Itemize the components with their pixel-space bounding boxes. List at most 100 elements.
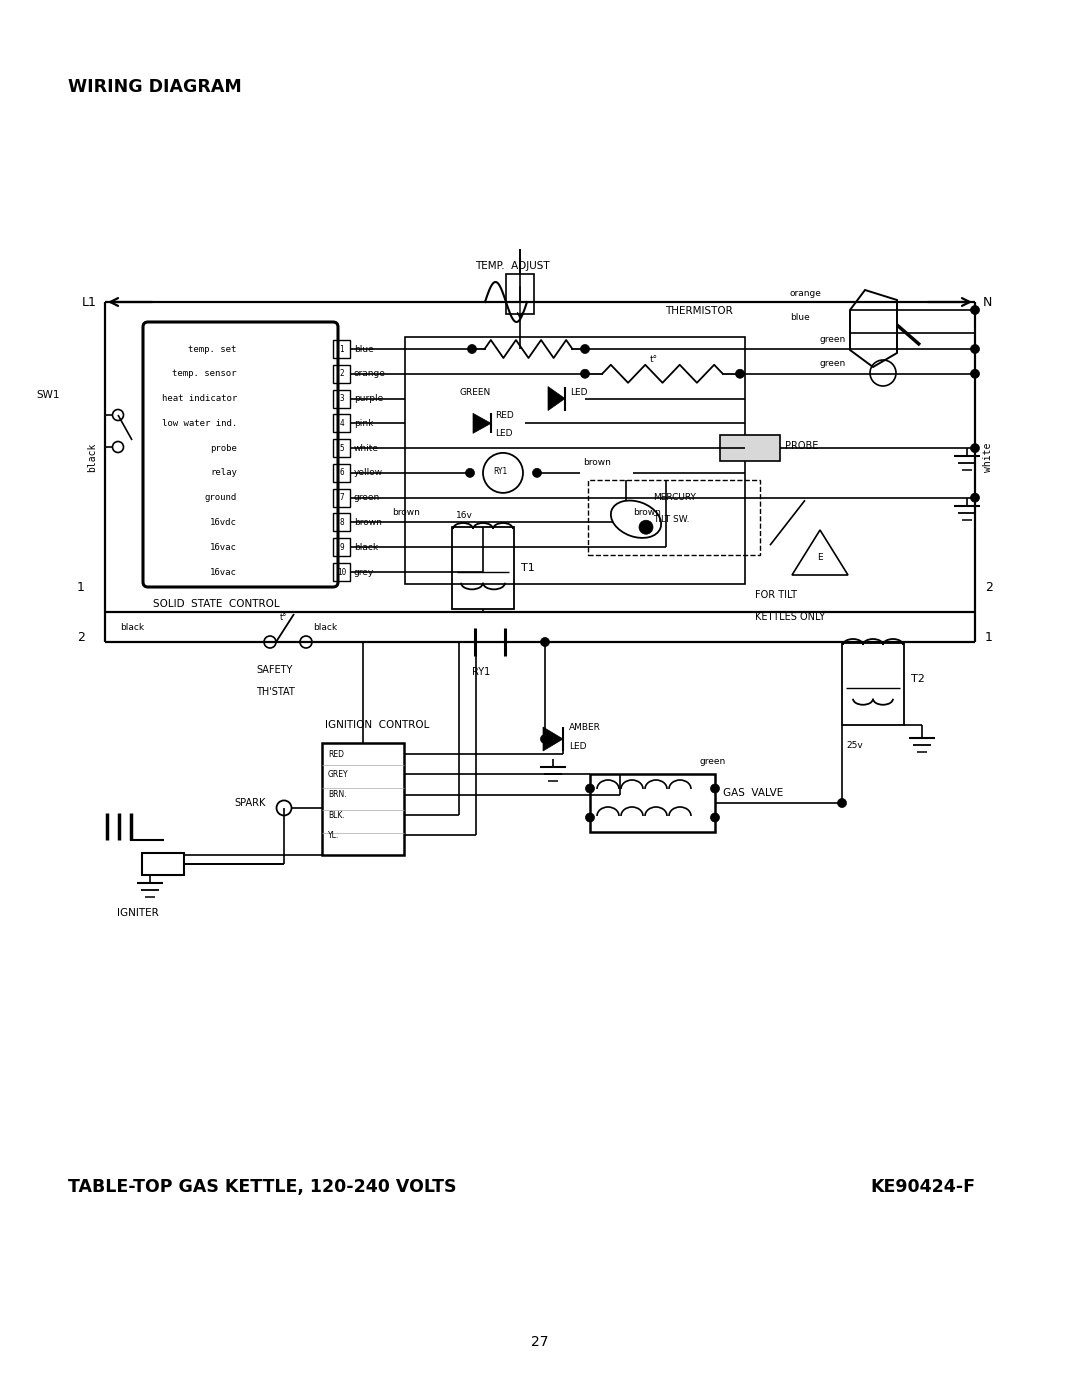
Text: green: green — [820, 334, 847, 344]
Text: 27: 27 — [531, 1336, 549, 1350]
Text: BLK.: BLK. — [328, 810, 345, 820]
Text: GREEN: GREEN — [460, 388, 491, 397]
Bar — [842, 643, 904, 725]
Circle shape — [971, 345, 980, 353]
Text: SPARK: SPARK — [234, 798, 266, 807]
Circle shape — [468, 345, 476, 353]
Circle shape — [540, 735, 550, 743]
Ellipse shape — [611, 500, 661, 538]
Circle shape — [585, 784, 594, 793]
Text: 1: 1 — [985, 630, 993, 644]
Circle shape — [735, 369, 744, 379]
Text: RY1: RY1 — [492, 468, 508, 476]
Bar — [720, 434, 780, 461]
Text: T2: T2 — [912, 673, 924, 685]
Text: YL.: YL. — [328, 831, 339, 840]
Text: black: black — [313, 623, 337, 631]
Text: IGNITION  CONTROL: IGNITION CONTROL — [325, 719, 430, 731]
Text: SAFETY: SAFETY — [256, 665, 293, 675]
Bar — [333, 489, 350, 507]
Text: GAS  VALVE: GAS VALVE — [723, 788, 783, 798]
Text: t°: t° — [280, 612, 287, 622]
Text: AMBER: AMBER — [569, 722, 600, 732]
Text: ground: ground — [204, 493, 237, 502]
Text: brown: brown — [392, 509, 420, 517]
Text: t°: t° — [650, 355, 658, 365]
Text: 8: 8 — [339, 518, 343, 527]
Text: SW1: SW1 — [37, 390, 60, 400]
Text: blue: blue — [354, 345, 374, 353]
Circle shape — [581, 345, 590, 353]
Text: N: N — [983, 296, 993, 309]
Text: green: green — [354, 493, 380, 502]
Bar — [507, 274, 534, 314]
Bar — [322, 743, 404, 855]
Bar — [405, 337, 745, 584]
Bar — [141, 854, 184, 875]
Circle shape — [639, 520, 653, 534]
Circle shape — [581, 369, 590, 379]
Text: 16vac: 16vac — [210, 542, 237, 552]
Text: heat indicator: heat indicator — [162, 394, 237, 404]
Text: brown: brown — [633, 509, 661, 517]
Text: LED: LED — [495, 429, 513, 437]
Text: probe: probe — [210, 444, 237, 453]
Text: TEMP.  ADJUST: TEMP. ADJUST — [475, 261, 550, 271]
Text: 25v: 25v — [846, 740, 863, 750]
Text: black: black — [354, 542, 378, 552]
Circle shape — [971, 306, 980, 314]
Bar — [453, 527, 514, 609]
Text: TH'STAT: TH'STAT — [256, 687, 295, 697]
Bar — [333, 514, 350, 531]
Text: 10: 10 — [337, 567, 346, 577]
Text: E: E — [818, 552, 823, 562]
FancyBboxPatch shape — [143, 321, 338, 587]
Text: purple: purple — [354, 394, 383, 404]
Text: 4: 4 — [339, 419, 343, 427]
Text: 1: 1 — [77, 581, 85, 594]
Polygon shape — [548, 387, 565, 411]
Text: orange: orange — [354, 369, 386, 379]
Text: LED: LED — [570, 388, 588, 397]
Text: 5: 5 — [339, 444, 343, 453]
Text: temp. set: temp. set — [188, 345, 237, 353]
Text: L1: L1 — [82, 296, 97, 309]
Bar — [590, 774, 715, 833]
Text: black: black — [120, 623, 144, 631]
Circle shape — [585, 813, 594, 821]
Text: yellow: yellow — [354, 468, 383, 478]
Text: 6: 6 — [339, 468, 343, 478]
Text: blue: blue — [789, 313, 810, 321]
Text: green: green — [700, 757, 726, 767]
Text: THERMISTOR: THERMISTOR — [665, 306, 732, 316]
Text: LED: LED — [569, 742, 586, 750]
Bar — [333, 439, 350, 457]
Text: pink: pink — [354, 419, 374, 427]
Bar — [333, 538, 350, 556]
Text: 16vdc: 16vdc — [210, 518, 237, 527]
Text: WIRING DIAGRAM: WIRING DIAGRAM — [68, 78, 242, 96]
Circle shape — [465, 468, 474, 478]
Text: orange: orange — [789, 289, 822, 298]
Text: KE90424-F: KE90424-F — [870, 1178, 975, 1196]
Text: 9: 9 — [339, 542, 343, 552]
Circle shape — [971, 444, 980, 453]
Circle shape — [532, 468, 541, 478]
Bar — [333, 365, 350, 383]
Text: GREY: GREY — [328, 770, 349, 780]
Circle shape — [711, 784, 719, 793]
Text: 2: 2 — [985, 581, 993, 594]
Text: black: black — [87, 443, 97, 472]
Text: RY1: RY1 — [472, 666, 490, 678]
Text: FOR TILT: FOR TILT — [755, 590, 797, 599]
Circle shape — [711, 813, 719, 821]
Bar — [333, 464, 350, 482]
Polygon shape — [543, 726, 563, 752]
Text: T1: T1 — [521, 563, 535, 573]
Bar — [333, 563, 350, 581]
Bar — [333, 339, 350, 358]
Text: TABLE-TOP GAS KETTLE, 120-240 VOLTS: TABLE-TOP GAS KETTLE, 120-240 VOLTS — [68, 1178, 457, 1196]
Text: RED: RED — [328, 750, 345, 759]
Text: 16v: 16v — [456, 510, 473, 520]
Text: brown: brown — [354, 518, 382, 527]
